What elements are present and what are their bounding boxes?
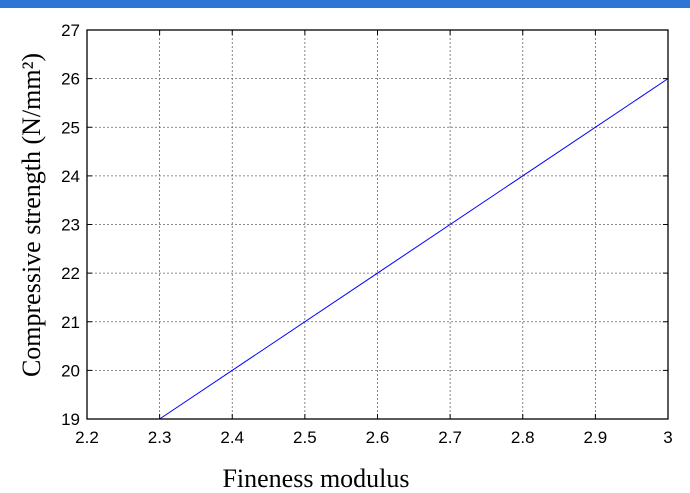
series-line: [159, 78, 669, 420]
y-tick-label: 22: [61, 264, 80, 283]
x-tick-label: 2.5: [293, 428, 317, 447]
y-tick-label: 26: [61, 70, 80, 89]
y-tick-label: 27: [61, 21, 80, 40]
y-tick-label: 21: [61, 313, 80, 332]
x-tick-label: 2.9: [584, 428, 608, 447]
x-tick-label: 2.4: [220, 428, 244, 447]
x-tick-labels: 2.2 2.3 2.4 2.5 2.6 2.7 2.8 2.9 3: [75, 428, 673, 447]
y-tick-label: 25: [61, 118, 80, 137]
y-tick-label: 24: [61, 167, 80, 186]
x-tick-label: 2.6: [366, 428, 390, 447]
x-tick-label: 2.2: [75, 428, 99, 447]
y-tick-label: 20: [61, 361, 80, 380]
x-axis-title: Fineness modulus: [222, 464, 409, 493]
x-tick-label: 2.3: [148, 428, 172, 447]
y-tick-label: 23: [61, 216, 80, 235]
series-layer: [159, 78, 669, 420]
grid-lines: [86, 29, 669, 420]
y-tick-labels: 19 20 21 22 23 24 25 26 27: [61, 21, 80, 429]
y-tick-label: 19: [61, 410, 80, 429]
x-tick-label: 3: [663, 428, 672, 447]
axis-ticks: [86, 29, 669, 420]
y-axis-title: Compressive strength (N/mm²): [17, 53, 46, 377]
top-accent-band: [0, 0, 690, 8]
x-tick-label: 2.7: [438, 428, 462, 447]
x-tick-label: 2.8: [511, 428, 535, 447]
